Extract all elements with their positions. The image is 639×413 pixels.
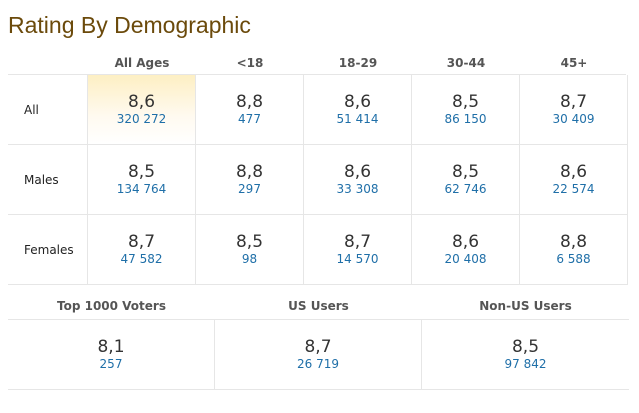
rating: 8,6 — [343, 92, 372, 112]
rating: 8,5 — [511, 337, 540, 357]
rating-cell: 8,8 6 588 — [520, 215, 628, 285]
rating: 8,7 — [343, 232, 372, 252]
rating: 8,8 — [559, 232, 588, 252]
vote-count: 14 570 — [336, 252, 379, 266]
summary-header: Non-US Users — [479, 299, 572, 313]
rating-cell: 8,8 297 — [196, 145, 304, 215]
column-header: 18-29 — [338, 56, 378, 70]
rating-cell: 8,6 33 308 — [304, 145, 412, 215]
column-header: 45+ — [560, 56, 588, 70]
vote-count: 33 308 — [336, 182, 379, 196]
vote-count: 320 272 — [116, 112, 167, 126]
vote-count: 6 588 — [556, 252, 591, 266]
vote-count: 20 408 — [444, 252, 487, 266]
rating: 8,5 — [451, 162, 480, 182]
summary-header: Top 1000 Voters — [57, 299, 166, 313]
vote-count: 62 746 — [444, 182, 487, 196]
vote-count: 477 — [238, 112, 261, 126]
summary-cell: 8,1 257 — [8, 320, 215, 390]
rating: 8,6 — [127, 92, 156, 112]
rating-cell: 8,5 62 746 — [412, 145, 520, 215]
rating-cell: 8,7 30 409 — [520, 75, 628, 145]
rating: 8,5 — [451, 92, 480, 112]
vote-count: 47 582 — [120, 252, 163, 266]
vote-count: 86 150 — [444, 112, 487, 126]
rating: 8,7 — [304, 337, 332, 357]
rating-cell: 8,6 51 414 — [304, 75, 412, 145]
vote-count: 51 414 — [336, 112, 379, 126]
rating: 8,8 — [235, 92, 264, 112]
rating: 8,7 — [127, 232, 156, 252]
summary-header: US Users — [288, 299, 349, 313]
row-label: All — [8, 75, 88, 145]
rating: 8,1 — [97, 337, 125, 357]
summary-rule — [8, 319, 629, 320]
rating-cell: 8,6 320 272 — [88, 75, 196, 145]
row-label: Males — [8, 145, 88, 215]
vote-count: 98 — [241, 252, 258, 266]
row-label: Females — [8, 215, 88, 285]
header-rule — [8, 74, 626, 75]
summary-cell: 8,7 26 719 — [215, 320, 422, 390]
vote-count: 22 574 — [552, 182, 595, 196]
rating-cell: 8,7 47 582 — [88, 215, 196, 285]
rating-cell: 8,8 477 — [196, 75, 304, 145]
rating-cell: 8,5 134 764 — [88, 145, 196, 215]
vote-count: 26 719 — [297, 357, 339, 371]
column-header: <18 — [236, 56, 264, 70]
title: Rating By Demographic — [8, 12, 251, 38]
rating: 8,6 — [559, 162, 588, 182]
rating: 8,8 — [235, 162, 264, 182]
vote-count: 134 764 — [116, 182, 167, 196]
rating: 8,6 — [343, 162, 372, 182]
vote-count: 257 — [99, 357, 123, 371]
rating: 8,5 — [127, 162, 156, 182]
column-header: All Ages — [114, 56, 170, 70]
rating-cell: 8,5 86 150 — [412, 75, 520, 145]
summary-cell: 8,5 97 842 — [422, 320, 629, 390]
rating-cell: 8,6 20 408 — [412, 215, 520, 285]
vote-count: 297 — [238, 182, 261, 196]
rating-cell: 8,6 22 574 — [520, 145, 628, 215]
rating: 8,7 — [559, 92, 588, 112]
rating-cell: 8,5 98 — [196, 215, 304, 285]
rating: 8,5 — [235, 232, 264, 252]
vote-count: 30 409 — [552, 112, 595, 126]
column-header: 30-44 — [446, 56, 486, 70]
vote-count: 97 842 — [504, 357, 547, 371]
rating: 8,6 — [451, 232, 480, 252]
rating-cell: 8,7 14 570 — [304, 215, 412, 285]
